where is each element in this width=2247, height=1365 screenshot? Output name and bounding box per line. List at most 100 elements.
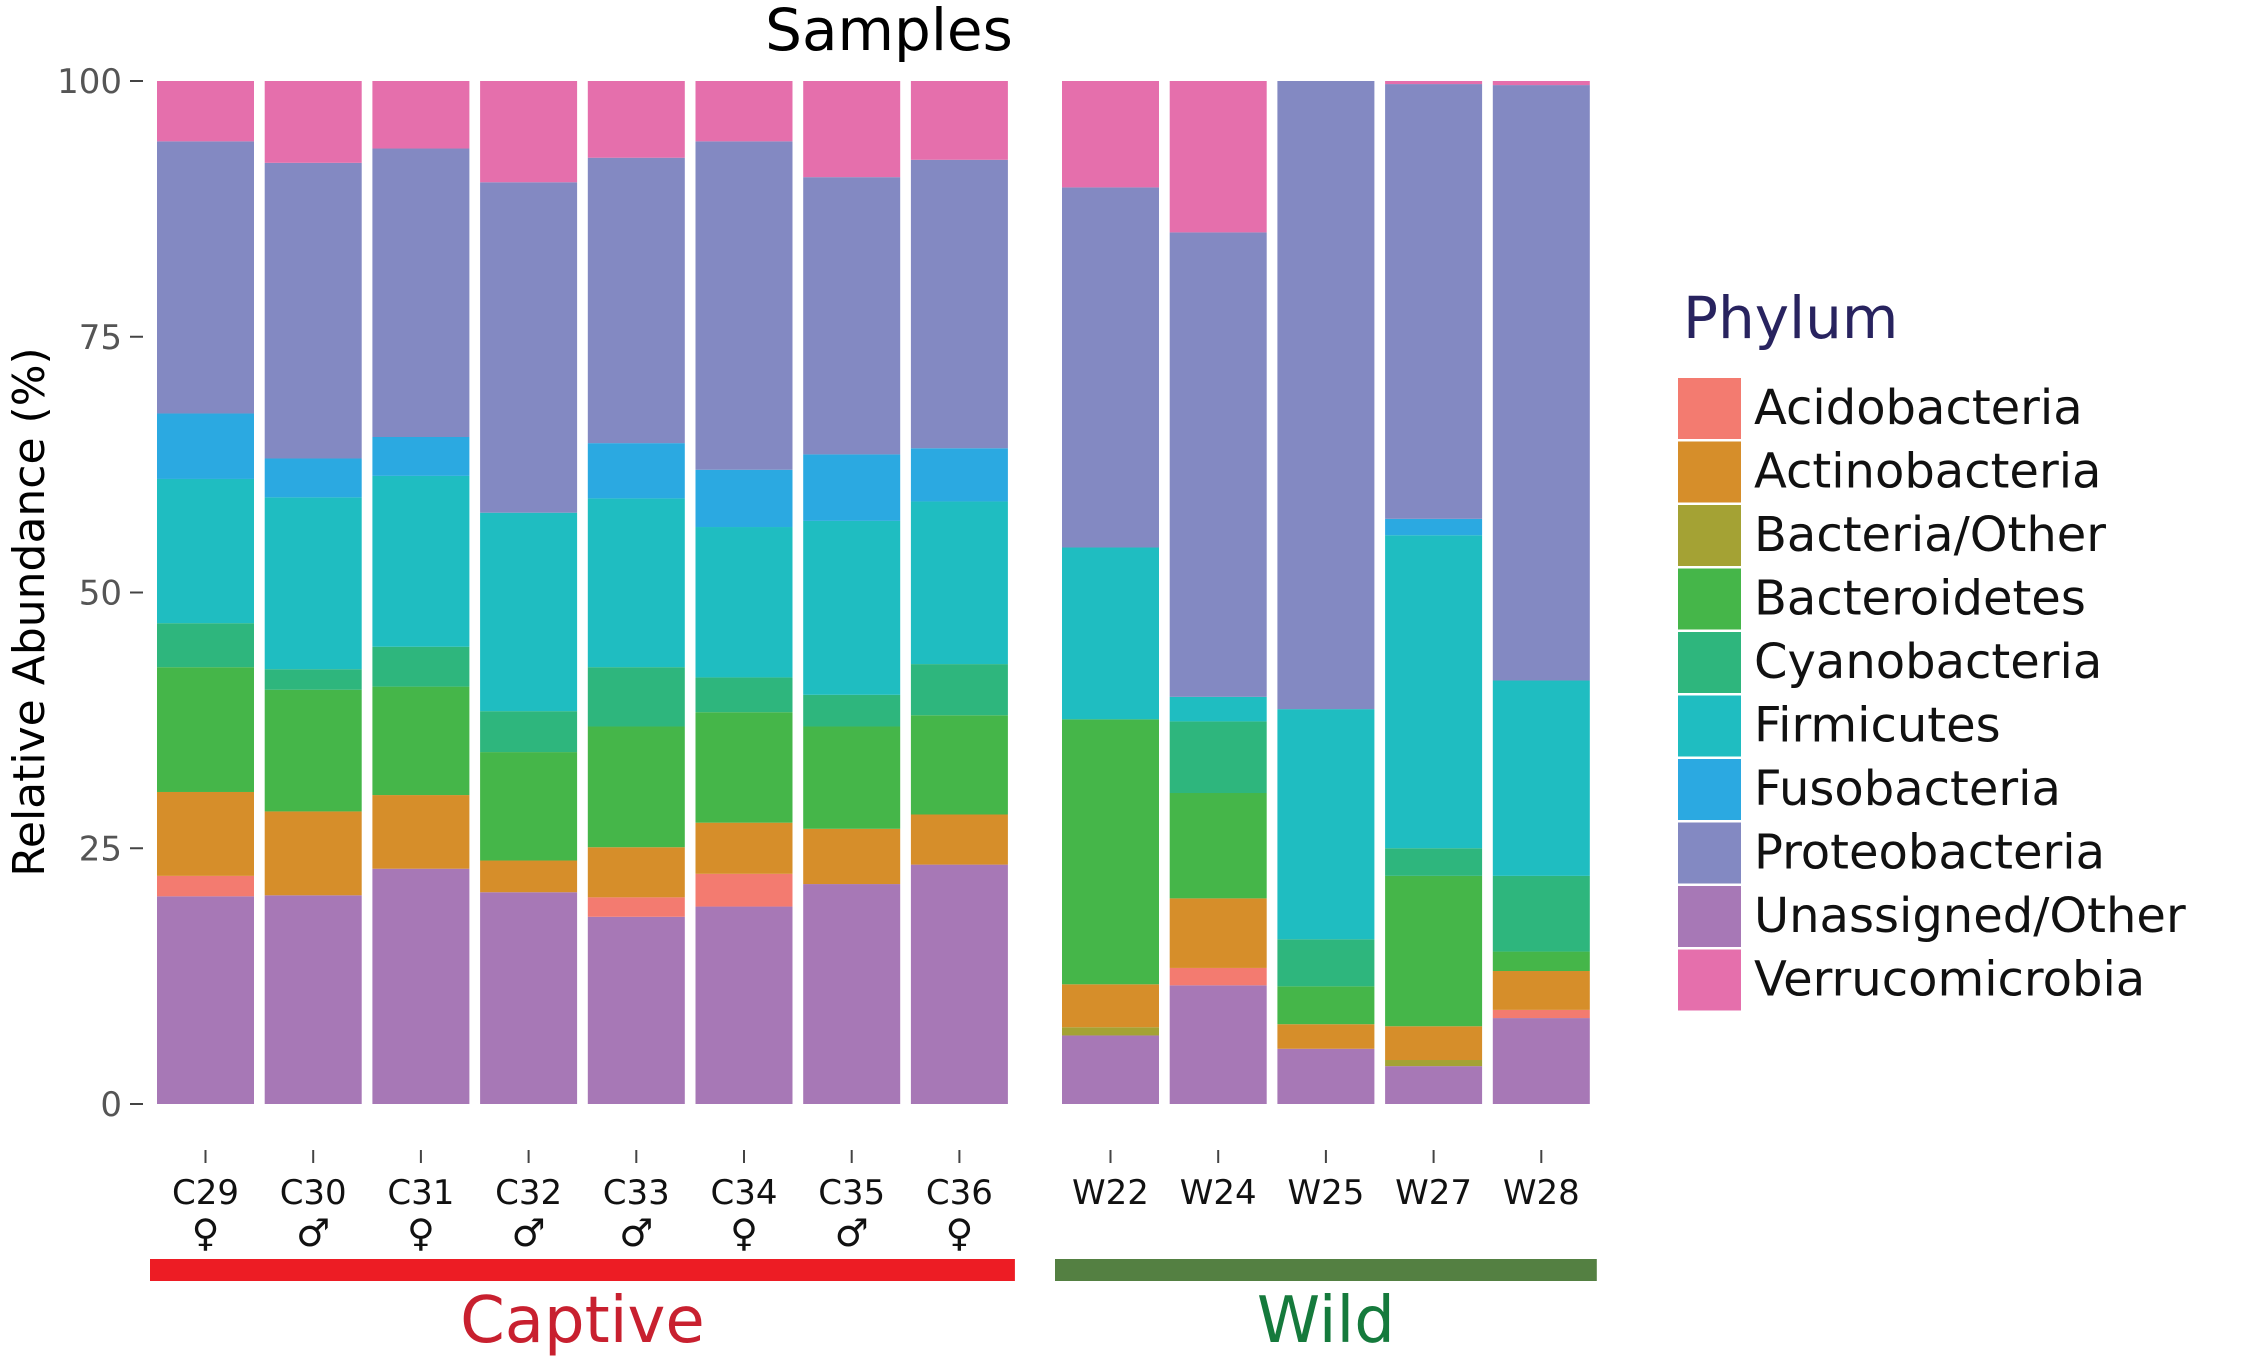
segment-c33-fusobacteria [587, 443, 685, 499]
group-label-captive: Captive [460, 1284, 705, 1358]
segment-c36-proteobacteria [910, 159, 1008, 449]
bar-w24 [1169, 81, 1267, 1104]
segment-c36-firmicutes [910, 501, 1008, 665]
segment-w24-cyanobacteria [1169, 721, 1267, 794]
segment-c32-verrucomicrobia [480, 81, 578, 183]
sex-symbol-c35: ♂ [835, 1211, 869, 1255]
segment-c33-verrucomicrobia [587, 81, 685, 158]
segment-c29-verrucomicrobia [157, 81, 254, 142]
segment-c36-unassigned-other [910, 864, 1008, 1104]
segment-c34-proteobacteria [695, 141, 793, 470]
legend-swatch-bacteria-other [1678, 505, 1741, 566]
segment-c29-unassigned-other [157, 896, 254, 1104]
legend-label-bacteria-other: Bacteria/Other [1754, 507, 2106, 563]
segment-c30-proteobacteria [264, 162, 362, 459]
segment-c33-unassigned-other [587, 916, 685, 1104]
x-tick-label-c35: C35 [818, 1173, 885, 1213]
y-axis-label: Relative Abundance (%) [4, 347, 55, 876]
segment-w28-unassigned-other [1492, 1018, 1590, 1104]
segment-w22-firmicutes [1062, 547, 1159, 720]
segment-c31-unassigned-other [372, 868, 470, 1104]
legend-label-firmicutes: Firmicutes [1754, 698, 2001, 754]
bar-c30 [264, 81, 362, 1104]
segment-c29-cyanobacteria [157, 623, 254, 668]
legend-swatch-actinobacteria [1678, 441, 1741, 503]
legend-title: Phylum [1683, 284, 1898, 352]
segment-c34-verrucomicrobia [695, 81, 793, 142]
segment-c31-verrucomicrobia [372, 81, 470, 149]
segment-w27-fusobacteria [1385, 518, 1483, 536]
segment-c35-cyanobacteria [803, 694, 901, 727]
x-tick-label-c29: C29 [172, 1173, 239, 1213]
y-tick-label: 50 [79, 574, 122, 614]
y-tick-label: 75 [79, 318, 122, 358]
group-label-wild: Wild [1257, 1284, 1395, 1358]
segment-c32-bacteroidetes [480, 752, 578, 861]
segment-c31-proteobacteria [372, 148, 470, 438]
segment-w27-firmicutes [1385, 535, 1483, 849]
legend-swatch-acidobacteria [1678, 378, 1741, 439]
legend-swatch-verrucomicrobia [1678, 949, 1741, 1011]
segment-c33-acidobacteria [587, 897, 685, 917]
group-bar-wild [1055, 1259, 1597, 1281]
segment-w25-firmicutes [1277, 709, 1375, 940]
bar-w27 [1385, 81, 1483, 1104]
segment-c30-unassigned-other [264, 895, 362, 1104]
segment-c36-cyanobacteria [910, 664, 1008, 716]
segment-c33-proteobacteria [587, 157, 685, 444]
segment-c30-fusobacteria [264, 458, 362, 498]
segment-c34-firmicutes [695, 527, 793, 678]
segment-w22-proteobacteria [1062, 187, 1159, 548]
segment-c30-bacteroidetes [264, 689, 362, 812]
segment-w28-bacteroidetes [1492, 951, 1590, 972]
legend-label-unassigned-other: Unassigned/Other [1754, 888, 2186, 944]
segment-c31-firmicutes [372, 475, 470, 647]
legend-item-actinobacteria: Actinobacteria [1678, 441, 2101, 503]
segment-c34-cyanobacteria [695, 677, 793, 713]
segment-w28-firmicutes [1492, 680, 1590, 876]
x-tick-label-c34: C34 [710, 1173, 777, 1213]
segment-w27-actinobacteria [1385, 1026, 1483, 1061]
sex-symbol-c32: ♂ [512, 1211, 546, 1255]
bar-c33 [587, 81, 685, 1104]
segment-c33-cyanobacteria [587, 667, 685, 727]
legend-label-bacteroidetes: Bacteroidetes [1754, 571, 2086, 627]
bar-c32 [480, 81, 578, 1104]
segment-w22-unassigned-other [1062, 1035, 1159, 1104]
segment-c29-firmicutes [157, 478, 254, 624]
segment-w22-bacteroidetes [1062, 719, 1159, 985]
segment-c31-fusobacteria [372, 437, 470, 476]
segment-c30-firmicutes [264, 497, 362, 670]
y-axis: 0 25 50 75 100 [57, 62, 143, 1125]
segment-c34-acidobacteria [695, 873, 793, 907]
legend-item-bacteria-other: Bacteria/Other [1678, 505, 2106, 566]
group-bar-captive [150, 1259, 1015, 1281]
bar-c34 [695, 81, 793, 1104]
legend-item-bacteroidetes: Bacteroidetes [1678, 568, 2086, 630]
segment-c36-bacteroidetes [910, 715, 1008, 815]
legend-swatch-proteobacteria [1678, 822, 1741, 884]
group-bars: Captive Wild [150, 1259, 1597, 1358]
segment-c35-unassigned-other [803, 884, 901, 1104]
segment-w27-cyanobacteria [1385, 848, 1483, 876]
legend-swatch-fusobacteria [1678, 759, 1741, 820]
y-tick-label: 0 [100, 1085, 122, 1125]
sex-symbol-c33: ♂ [619, 1211, 653, 1255]
bar-c35 [803, 81, 901, 1104]
segment-c35-bacteroidetes [803, 726, 901, 829]
segment-w22-verrucomicrobia [1062, 81, 1159, 188]
segment-c32-actinobacteria [480, 860, 578, 893]
segment-w27-verrucomicrobia [1385, 81, 1483, 85]
x-tick-label-c31: C31 [387, 1173, 454, 1213]
segment-w24-proteobacteria [1169, 232, 1267, 697]
x-axis: C29♀C30♂C31♀C32♂C33♂C34♀C35♂C36♀W22 W24 W2… [172, 1150, 1580, 1255]
segment-c35-actinobacteria [803, 828, 901, 885]
segment-c34-fusobacteria [695, 469, 793, 528]
sex-symbol-c34: ♀ [730, 1211, 758, 1255]
legend-label-cyanobacteria: Cyanobacteria [1754, 634, 2102, 690]
x-tick-label-w25: W25 [1287, 1173, 1364, 1213]
x-tick-label-w27: W27 [1395, 1173, 1472, 1213]
segment-c35-verrucomicrobia [803, 81, 901, 178]
